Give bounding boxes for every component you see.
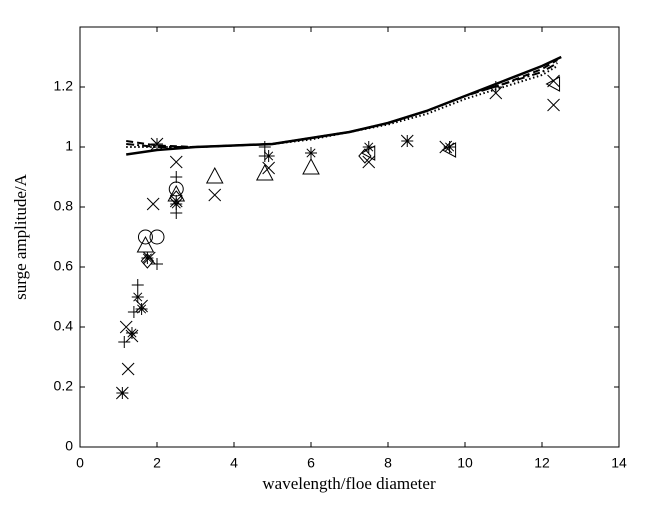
marker <box>362 155 376 169</box>
marker <box>135 303 148 315</box>
marker <box>262 150 275 162</box>
marker <box>146 197 160 211</box>
marker <box>358 148 372 164</box>
marker <box>125 327 138 339</box>
marker <box>258 141 271 153</box>
marker <box>401 135 414 147</box>
x-tick-label: 2 <box>153 455 161 471</box>
marker <box>489 81 502 93</box>
marker <box>137 229 153 245</box>
y-tick-label: 1 <box>65 138 73 154</box>
marker <box>547 98 560 112</box>
marker <box>121 362 135 376</box>
marker <box>169 190 183 206</box>
x-tick-label: 14 <box>611 455 627 471</box>
marker <box>302 157 320 175</box>
marker <box>149 229 165 245</box>
x-tick-label: 0 <box>76 455 84 471</box>
marker <box>360 145 376 161</box>
marker <box>205 166 224 184</box>
marker <box>116 387 129 399</box>
y-tick-label: 0.4 <box>54 318 74 334</box>
marker <box>169 155 183 169</box>
marker <box>151 258 163 270</box>
curve <box>126 55 562 156</box>
marker <box>168 181 184 197</box>
marker <box>547 74 560 88</box>
marker <box>151 138 163 150</box>
marker <box>136 235 155 253</box>
marker <box>170 171 183 183</box>
plot-box <box>79 26 620 448</box>
x-tick-label: 10 <box>457 455 473 471</box>
y-tick-label: 0 <box>65 438 73 454</box>
marker <box>141 252 154 264</box>
x-tick-label: 4 <box>230 455 238 471</box>
marker <box>167 184 186 202</box>
x-tick-label: 12 <box>534 455 550 471</box>
marker <box>140 253 155 269</box>
marker <box>443 141 456 153</box>
y-tick-label: 0.6 <box>54 258 74 274</box>
curve <box>126 65 558 148</box>
marker <box>131 291 144 303</box>
y-tick-label: 1.2 <box>54 78 74 94</box>
marker <box>545 76 561 92</box>
x-axis-label: wavelength/floe diameter <box>262 474 436 493</box>
marker <box>305 147 317 159</box>
x-tick-label: 6 <box>307 455 315 471</box>
y-axis-label: surge amplitude/A <box>11 173 30 299</box>
marker <box>262 161 276 175</box>
marker <box>118 336 131 348</box>
marker <box>441 142 457 158</box>
x-tick-label: 8 <box>384 455 392 471</box>
marker <box>131 279 144 291</box>
y-tick-label: 0.8 <box>54 198 74 214</box>
marker <box>208 188 222 202</box>
y-tick-label: 0.2 <box>54 378 74 394</box>
marker <box>255 163 274 181</box>
marker <box>362 141 375 153</box>
marker <box>170 198 183 210</box>
